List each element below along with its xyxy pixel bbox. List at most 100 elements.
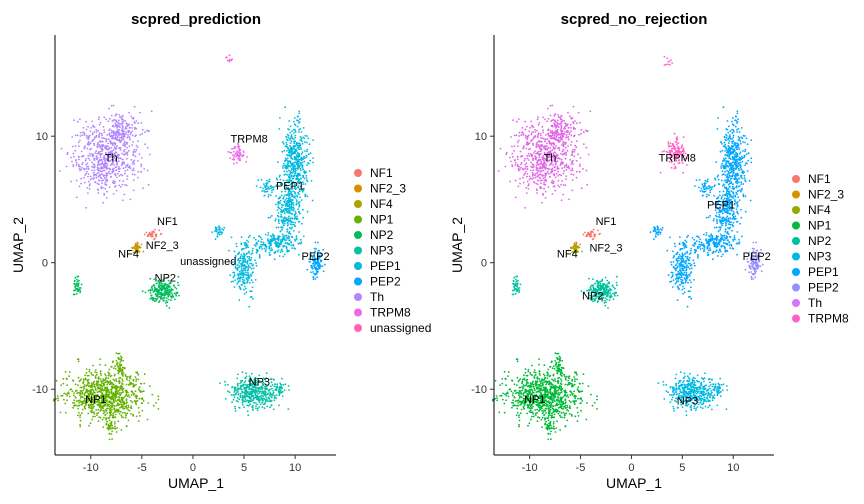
point-pep1	[289, 223, 292, 226]
point-th	[538, 140, 541, 143]
point-pep1	[283, 253, 286, 256]
point-pep1	[275, 244, 278, 247]
point-th	[87, 157, 90, 160]
point-pep1	[284, 106, 287, 109]
point-np1	[95, 389, 97, 392]
point-np1	[123, 395, 126, 398]
point-th	[518, 135, 521, 137]
point-th	[516, 120, 518, 123]
point-pep1	[275, 226, 278, 229]
point-np1	[108, 395, 110, 397]
point-pep1	[268, 240, 270, 243]
point-np1	[94, 415, 96, 418]
point-np1	[127, 384, 130, 386]
point-np3	[248, 397, 251, 399]
point-np1	[108, 391, 111, 394]
point-pep1	[277, 204, 280, 206]
point-np1	[136, 371, 139, 374]
point-np2	[156, 297, 159, 299]
point-np2	[164, 302, 167, 304]
point-pep1	[288, 211, 291, 213]
point-np1	[141, 409, 144, 412]
point-np1	[114, 410, 117, 413]
point-th	[129, 133, 132, 136]
cluster-label-pep1: PEP1	[276, 180, 304, 192]
point-th	[105, 118, 107, 121]
point-th	[112, 160, 115, 162]
point-th	[549, 147, 552, 149]
point-th	[108, 117, 111, 120]
point-pep1	[293, 217, 296, 220]
point-np1	[126, 401, 128, 404]
point-np1	[151, 393, 154, 396]
point-th	[521, 155, 524, 158]
point-np1	[104, 373, 106, 375]
point-np1	[106, 383, 109, 386]
point-th	[522, 181, 525, 184]
point-np1	[79, 425, 82, 428]
point-trpm8	[235, 155, 237, 158]
point-th	[108, 170, 110, 173]
point-th	[538, 156, 541, 159]
point-np3	[249, 403, 252, 406]
point-pep1	[282, 204, 284, 207]
point-np1	[121, 368, 124, 371]
point-pep1	[250, 274, 253, 277]
point-th	[511, 145, 513, 148]
point-nf2_3	[136, 241, 139, 244]
point-th	[114, 180, 116, 183]
point-th	[101, 150, 103, 153]
legend-swatch	[354, 308, 362, 317]
point-th	[555, 132, 558, 134]
point-th	[579, 157, 582, 159]
point-pep1	[284, 234, 287, 237]
point-th	[561, 161, 563, 164]
point-pep1	[241, 262, 243, 265]
point-np1	[60, 384, 63, 386]
point-th	[97, 135, 100, 138]
point-pep1	[303, 157, 306, 160]
point-th	[550, 120, 553, 122]
point-trpm8	[670, 148, 673, 150]
point-pep1	[260, 243, 262, 246]
point-th	[100, 170, 103, 173]
point-pep1	[282, 255, 285, 258]
point-trpm8	[237, 157, 239, 160]
point-pep1	[271, 191, 273, 194]
point-np2	[162, 285, 165, 288]
point-th	[528, 130, 531, 133]
point-np3	[280, 385, 283, 388]
point-th	[564, 146, 567, 149]
point-th	[556, 160, 559, 163]
point-np2	[149, 292, 152, 294]
point-th	[536, 160, 539, 163]
point-pep1	[289, 145, 291, 147]
point-np1	[90, 372, 93, 374]
point-np1	[105, 386, 108, 389]
point-np3	[225, 398, 227, 400]
point-nf4	[132, 251, 135, 254]
point-pep2	[321, 265, 324, 267]
point-pep1	[293, 146, 295, 149]
point-pep1	[294, 131, 297, 133]
point-pep1	[285, 135, 288, 138]
point-th	[85, 134, 88, 137]
point-pep1	[288, 215, 290, 218]
point-np1	[117, 420, 120, 423]
point-pep1	[303, 155, 305, 158]
point-th	[568, 131, 571, 134]
point-pep1	[244, 258, 247, 261]
point-nf4	[136, 249, 139, 252]
point-pep1	[307, 137, 310, 140]
point-th	[556, 157, 559, 160]
point-pep1	[306, 150, 308, 153]
point-pep1	[278, 127, 281, 130]
point-pep1	[248, 257, 250, 260]
point-th	[548, 168, 550, 171]
point-pep1	[289, 183, 292, 186]
point-th	[546, 149, 548, 151]
point-np1	[114, 399, 116, 401]
point-th	[112, 125, 114, 128]
point-pep1	[299, 212, 301, 215]
point-th	[544, 173, 547, 176]
